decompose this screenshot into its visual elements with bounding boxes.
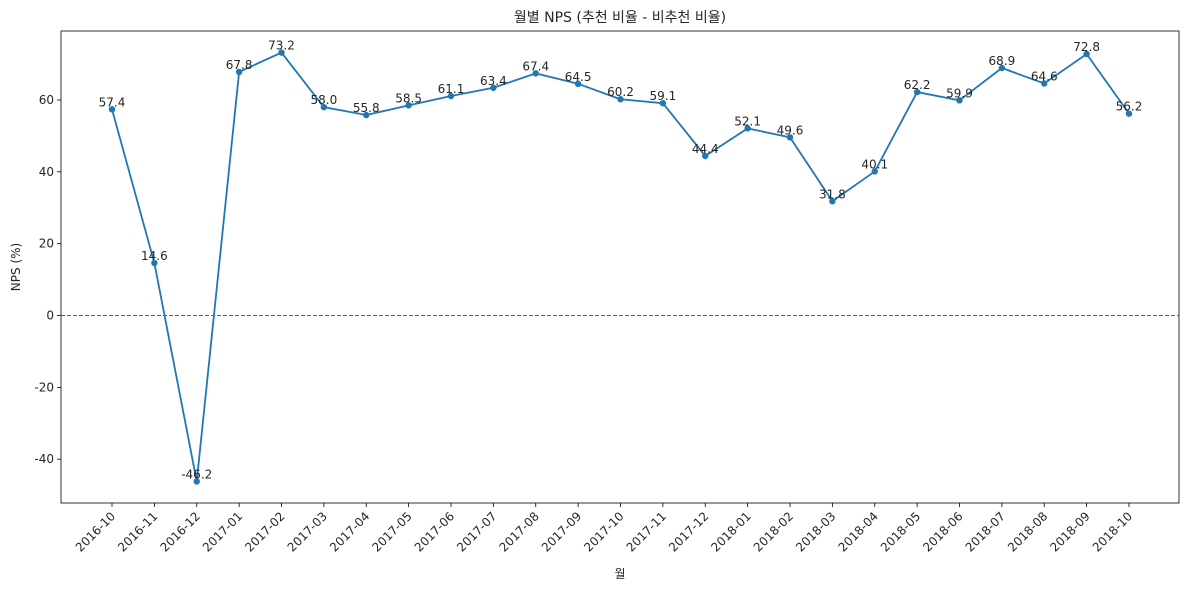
x-tick-label: 2016-11 [115, 509, 160, 554]
x-tick-label: 2018-05 [878, 509, 923, 554]
x-tick-label: 2017-02 [242, 509, 287, 554]
data-point [659, 100, 667, 107]
data-label: -46.2 [181, 467, 212, 481]
x-tick-label: 2018-06 [920, 509, 965, 554]
y-tick-label: 40 [39, 165, 54, 179]
data-label: 59.1 [650, 89, 677, 103]
x-tick-label: 2017-11 [624, 509, 669, 554]
data-point [447, 92, 455, 100]
data-point [998, 64, 1006, 72]
series-line [111, 51, 1130, 483]
data-label: 61.1 [438, 82, 465, 96]
x-tick-label: 2018-01 [708, 509, 753, 554]
x-tick-label: 2018-08 [1005, 509, 1050, 554]
data-point [956, 97, 963, 104]
data-label: 31.8 [819, 187, 846, 201]
data-point [786, 134, 794, 141]
data-point [151, 259, 158, 267]
data-label: 58.0 [311, 93, 338, 107]
data-point [278, 49, 285, 56]
data-point [702, 152, 709, 160]
y-tick-label: 60 [39, 93, 54, 107]
data-point [617, 96, 624, 103]
data-label: 40.1 [861, 157, 888, 171]
data-label: 56.2 [1116, 100, 1143, 114]
data-point [235, 68, 243, 76]
data-point [532, 70, 539, 77]
y-axis-label: NPS (%) [9, 243, 23, 291]
data-point [913, 88, 921, 96]
x-tick-label: 2018-09 [1047, 509, 1092, 554]
data-label: 68.9 [989, 54, 1016, 68]
x-tick-label: 2017-01 [200, 509, 245, 554]
data-label: 49.6 [777, 123, 804, 137]
x-tick-label: 2017-12 [666, 509, 711, 554]
data-label: 52.1 [734, 114, 761, 128]
data-label: 67.8 [226, 58, 253, 72]
plot-frame [60, 30, 1180, 504]
y-tick-label: 0 [46, 308, 54, 322]
data-label: 57.4 [99, 95, 126, 109]
data-point [363, 111, 370, 119]
data-label: 72.8 [1073, 40, 1100, 54]
x-tick-label: 2017-06 [412, 509, 457, 554]
x-tick-label: 2018-10 [1090, 509, 1135, 554]
data-label: 55.8 [353, 101, 380, 115]
x-tick-label: 2017-03 [285, 509, 330, 554]
data-label: 64.6 [1031, 69, 1058, 83]
x-tick-label: 2017-09 [539, 509, 584, 554]
data-label: 63.4 [480, 74, 507, 88]
data-labels: 57.4 14.6 -46.2 67.8 73.2 58.0 55.8 58.5 61.1 63.… [99, 39, 1143, 482]
data-point [193, 478, 200, 485]
data-point [744, 125, 751, 132]
y-axis: -40 -20 0 20 40 60 [34, 93, 61, 466]
data-point [320, 103, 328, 111]
x-tick-label: 2017-05 [369, 509, 414, 554]
y-tick-label: -40 [34, 452, 54, 466]
x-tick-label: 2016-10 [73, 509, 118, 554]
data-point [829, 198, 836, 205]
data-label: 64.5 [565, 70, 592, 84]
series-nps [108, 49, 1133, 485]
x-tick-label: 2016-12 [158, 509, 203, 554]
data-point [405, 102, 412, 109]
data-label: 14.6 [141, 249, 168, 263]
x-tick-label: 2018-03 [793, 509, 838, 554]
data-label: 44.4 [692, 142, 719, 156]
data-point [1083, 50, 1090, 58]
y-tick-label: -20 [34, 380, 54, 394]
data-point [871, 168, 878, 175]
data-label: 58.5 [395, 91, 422, 105]
x-tick-label: 2017-07 [454, 509, 499, 554]
data-label: 60.2 [607, 85, 634, 99]
chart-title: 월별 NPS (추천 비율 - 비추천 비율) [514, 10, 726, 26]
data-point [108, 106, 116, 113]
data-label: 67.4 [522, 59, 549, 73]
data-point [1125, 110, 1133, 117]
x-tick-label: 2018-04 [836, 509, 881, 554]
x-tick-label: 2018-02 [751, 509, 796, 554]
data-point [490, 84, 497, 91]
x-tick-label: 2017-08 [497, 509, 542, 554]
data-point [574, 80, 582, 88]
data-point [1041, 80, 1048, 87]
data-label: 59.9 [946, 86, 973, 100]
data-label: 62.2 [904, 78, 931, 92]
y-tick-label: 20 [39, 237, 54, 251]
x-axis: 2016-102016-112016-122017-012017-022017-… [73, 503, 1135, 555]
x-tick-label: 2018-07 [963, 509, 1008, 554]
x-tick-label: 2017-10 [581, 509, 626, 554]
data-label: 73.2 [268, 39, 295, 53]
x-axis-label: 월 [614, 567, 625, 581]
x-tick-label: 2017-04 [327, 509, 372, 554]
